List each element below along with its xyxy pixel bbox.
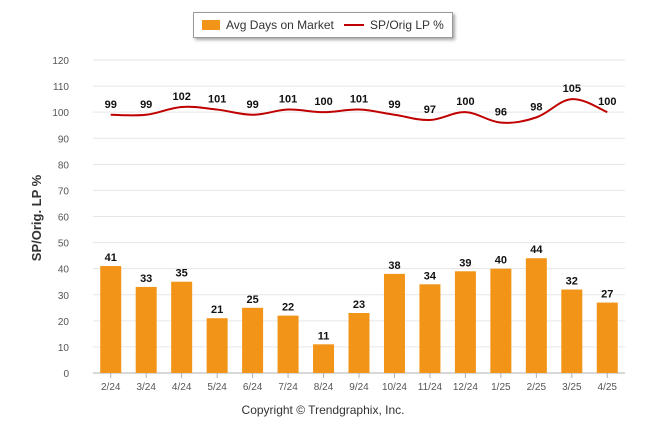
y-tick-label: 0 — [63, 369, 69, 380]
bar-7-24[interactable] — [277, 315, 299, 373]
bar-8-24[interactable] — [313, 344, 335, 373]
y-tick-label: 70 — [58, 186, 70, 197]
line-data-label: 101 — [208, 94, 226, 106]
bar-data-label: 41 — [105, 252, 117, 264]
y-axis-title: SP/Orig. LP % — [29, 174, 44, 261]
x-tick-label: 7/24 — [278, 382, 298, 393]
bar-data-label: 25 — [246, 294, 258, 306]
line-label-layer: 99 99 102 101 99 101 100 101 99 97 100 96 98 105 100 — [105, 83, 617, 118]
line-data-label: 101 — [350, 94, 368, 106]
x-tick-label: 2/25 — [527, 382, 547, 393]
bar-data-label: 34 — [424, 270, 437, 282]
y-tick-label: 120 — [52, 56, 69, 67]
bar-3-24[interactable] — [135, 286, 157, 373]
legend-bar-label: Avg Days on Market — [226, 18, 334, 32]
bar-data-label: 40 — [495, 255, 507, 267]
bar-2-24[interactable] — [100, 266, 122, 373]
line-data-label: 97 — [424, 104, 436, 116]
x-tick-label: 3/25 — [562, 382, 582, 393]
legend: Avg Days on Market SP/Orig LP % — [193, 12, 453, 38]
bar-data-label: 23 — [353, 299, 365, 311]
x-tick-label: 10/24 — [382, 382, 407, 393]
y-tick-label: 110 — [53, 82, 69, 93]
bar-4-25[interactable] — [596, 302, 618, 373]
bar-1-25[interactable] — [490, 268, 512, 373]
bar-4-24[interactable] — [171, 281, 193, 373]
bar-data-label: 27 — [601, 289, 613, 301]
legend-item-sp-orig-lp[interactable]: SP/Orig LP % — [344, 18, 444, 32]
x-tick-label: 5/24 — [207, 382, 227, 393]
line-data-label: 96 — [495, 107, 507, 119]
legend-item-avg-days[interactable]: Avg Days on Market — [202, 18, 334, 32]
bar-data-label: 39 — [459, 257, 471, 269]
bar-data-label: 22 — [282, 302, 294, 314]
bar-data-label: 11 — [318, 330, 330, 342]
bar-10-24[interactable] — [383, 273, 405, 373]
line-data-label: 100 — [314, 96, 332, 108]
bar-3-25[interactable] — [561, 289, 583, 373]
x-tick-label: 3/24 — [136, 382, 156, 393]
x-tick-label: 9/24 — [349, 382, 369, 393]
line-data-label: 99 — [140, 99, 152, 111]
bar-6-24[interactable] — [242, 307, 264, 373]
bar-5-24[interactable] — [206, 318, 228, 373]
line-data-label: 101 — [279, 94, 297, 106]
x-tick-label: 2/24 — [101, 382, 121, 393]
x-tick-label: 11/24 — [418, 382, 443, 393]
bar-data-label: 38 — [388, 260, 400, 272]
legend-bar-swatch — [202, 20, 220, 30]
line-data-label: 98 — [530, 101, 542, 113]
bar-2-25[interactable] — [525, 258, 547, 373]
bar-11-24[interactable] — [419, 284, 441, 373]
bar-layer — [100, 258, 618, 373]
copyright-text: Copyright © Trendgraphix, Inc. — [241, 403, 405, 417]
y-tick-label: 20 — [58, 317, 70, 328]
x-tick-label: 4/25 — [598, 382, 618, 393]
x-tick-label: 1/25 — [491, 382, 511, 393]
x-tick-label: 6/24 — [243, 382, 263, 393]
legend-line-label: SP/Orig LP % — [370, 18, 444, 32]
y-tick-label: 10 — [58, 343, 70, 354]
line-layer — [110, 98, 608, 124]
x-tick-label: 4/24 — [172, 382, 192, 393]
bar-9-24[interactable] — [348, 313, 370, 373]
line-data-label: 99 — [388, 99, 400, 111]
line-data-label: 100 — [456, 96, 474, 108]
bar-label-layer: 41 33 35 21 25 22 11 23 38 34 39 40 44 32 27 — [105, 244, 614, 342]
x-tick-label: 8/24 — [314, 382, 334, 393]
y-tick-label: 40 — [58, 265, 70, 276]
y-tick-label: 100 — [52, 108, 69, 119]
sp-orig-lp-line[interactable] — [110, 98, 608, 124]
y-tick-label: 60 — [58, 213, 70, 224]
bar-data-label: 35 — [176, 268, 188, 280]
y-tick-label: 50 — [58, 239, 70, 250]
y-tick-label: 90 — [58, 134, 70, 145]
y-tick-label: 80 — [58, 160, 70, 171]
legend-line-swatch — [344, 24, 364, 26]
bar-12-24[interactable] — [454, 271, 476, 373]
y-tick-label: 30 — [58, 291, 70, 302]
bar-data-label: 44 — [530, 244, 543, 256]
bar-data-label: 21 — [211, 304, 223, 316]
line-data-label: 105 — [563, 83, 581, 95]
x-tick-label: 12/24 — [453, 382, 478, 393]
line-data-label: 100 — [598, 96, 616, 108]
line-data-label: 99 — [105, 99, 117, 111]
line-data-label: 102 — [172, 91, 190, 103]
bar-data-label: 33 — [140, 273, 152, 285]
bar-data-label: 32 — [566, 276, 578, 288]
line-data-label: 99 — [246, 99, 258, 111]
